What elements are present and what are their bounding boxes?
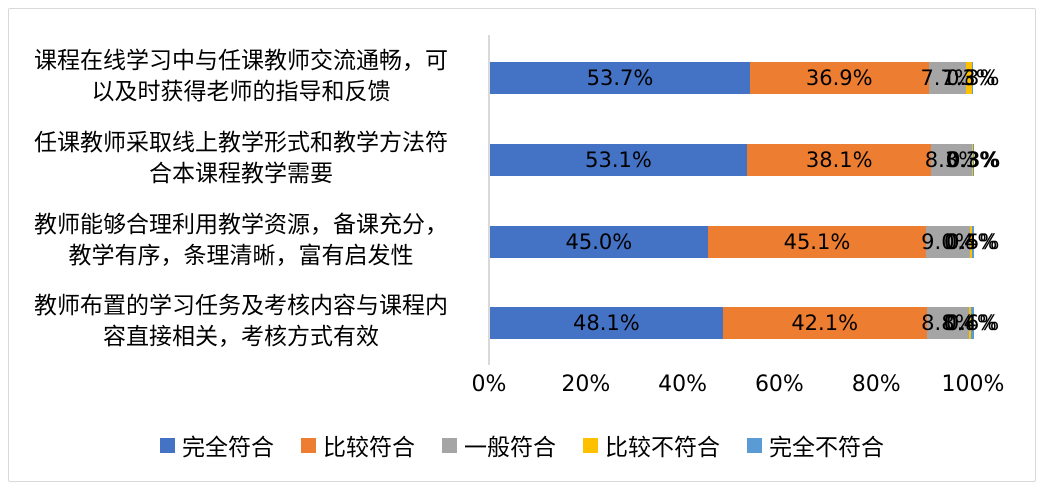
plot-area: 53.7% 36.9% 7.7% 1.3% 0.3% 53.1% 38.1% 8.3% 0.3%… [490, 0, 1000, 370]
legend-swatch [442, 437, 457, 453]
bar-segment [971, 307, 974, 339]
bar-segment [928, 62, 966, 94]
bar-segment [747, 144, 932, 176]
x-tick-label: 80% [851, 372, 901, 397]
bar-value-label: 45.1% [783, 230, 851, 254]
bar-value-label: 0.4% [943, 230, 998, 254]
bar-segment [490, 226, 708, 258]
x-tick-label: 0% [471, 372, 507, 397]
bar-segment [931, 144, 972, 176]
legend-swatch [583, 437, 598, 453]
bar-value-label: 53.1% [585, 148, 652, 172]
x-tick-label: 40% [658, 372, 708, 397]
bar-value-label: 1.3% [942, 66, 996, 90]
bar-value-label: 36.9% [805, 66, 873, 90]
bar-segment [971, 144, 973, 176]
legend-label: 完全符合 [182, 435, 274, 461]
bar-value-label: 0.6% [945, 311, 1000, 335]
bar-value-label: 7.7% [920, 66, 974, 90]
bar-segment [926, 226, 970, 258]
legend-item: 完全不符合 [747, 428, 884, 462]
bar-value-label: 48.1% [573, 311, 640, 335]
bar-value-label: 8.3% [924, 148, 979, 172]
bar-segment [972, 62, 974, 94]
bar-row: 53.7% 36.9% 7.7% 1.3% 0.3% [490, 62, 999, 94]
bar-value-label: 0.3% [945, 148, 999, 172]
bar-value-label: 0.3% [947, 148, 1001, 172]
bar-segment [749, 62, 929, 94]
bar-value-label: 9.0% [921, 230, 975, 254]
bar-value-label: 38.1% [805, 148, 873, 172]
legend-label: 一般符合 [464, 435, 556, 461]
bar-value-label: 0.5% [946, 230, 1000, 254]
category-label: 课程在线学习中与任课教师交流通畅，可 以及时获得老师的指导和反馈 [34, 48, 448, 105]
category-label: 教师能够合理利用教学资源，备课充分， 教学有序，条理清晰，富有启发性 [34, 212, 448, 269]
legend-item: 比较不符合 [583, 428, 720, 462]
bar-segment [490, 62, 750, 94]
legend-label: 完全不符合 [769, 435, 884, 461]
legend-swatch [747, 437, 762, 453]
bar-row: 45.0% 45.1% 9.0% 0.4% 0.5% [490, 226, 999, 258]
bar-segment [969, 307, 972, 339]
legend-label: 比较符合 [323, 435, 415, 461]
bar-value-label: 0.3% [946, 66, 1000, 90]
x-tick-label: 20% [561, 372, 611, 397]
bar-segment [490, 307, 723, 339]
bar-value-label: 0.4% [943, 311, 997, 335]
bar-segment [722, 307, 927, 339]
bar-row: 48.1% 42.1% 8.8% 0.4% 0.6% [490, 307, 999, 339]
bar-row: 53.1% 38.1% 8.3% 0.3% 0.3% [490, 144, 1000, 176]
bar-segment [971, 226, 974, 258]
category-label: 教师布置的学习任务及考核内容与课程内 容直接相关，考核方式有效 [34, 293, 448, 350]
category-label: 任课教师采取线上教学形式和教学方法符 合本课程教学需要 [34, 130, 448, 187]
bar-segment [707, 226, 927, 258]
legend-swatch [301, 437, 316, 453]
bar-segment [969, 226, 972, 258]
legend-label: 比较不符合 [605, 435, 720, 461]
x-axis: 0% 20% 40% 60% 80% 100% [0, 372, 1044, 402]
bar-segment [973, 144, 975, 176]
bar-segment [490, 144, 747, 176]
bar-value-label: 45.0% [565, 230, 633, 254]
legend-item: 完全符合 [160, 428, 274, 462]
bar-value-label: 8.8% [921, 311, 975, 335]
category-axis-line [488, 35, 490, 365]
bar-value-label: 42.1% [791, 311, 859, 335]
bar-value-label: 53.7% [586, 66, 654, 90]
legend-item: 比较符合 [301, 428, 415, 462]
bar-segment [926, 307, 970, 339]
x-tick-label: 100% [941, 372, 1005, 397]
legend-swatch [160, 437, 175, 453]
chart-legend: 完全符合 比较符合 一般符合 比较不符合 完全不符合 [0, 428, 1044, 462]
legend-item: 一般符合 [442, 428, 556, 462]
bar-segment [965, 62, 973, 94]
x-tick-label: 60% [754, 372, 804, 397]
